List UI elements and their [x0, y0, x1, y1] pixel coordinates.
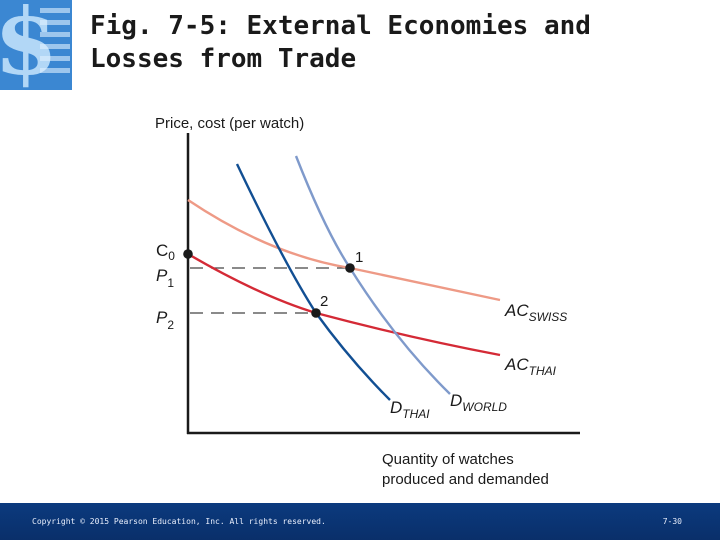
- point-2-label: 2: [320, 293, 328, 310]
- ac-swiss-curve: [187, 199, 501, 302]
- copyright-text: Copyright © 2015 Pearson Education, Inc.…: [32, 517, 326, 526]
- ac-thai-label: ACTHAI: [504, 355, 557, 378]
- title-line-2: Losses from Trade: [90, 44, 357, 74]
- d-world-curve: [294, 155, 451, 395]
- p1-label: P1: [156, 266, 174, 290]
- c0-point: [183, 249, 193, 259]
- ac-swiss-label: ACSWISS: [504, 301, 567, 324]
- point-1-label: 1: [355, 249, 363, 266]
- page-number: 7-30: [662, 517, 682, 526]
- x-axis-label-line-1: Quantity of watches: [382, 451, 514, 468]
- d-world-label: DWORLD: [450, 391, 507, 414]
- page-title: Fig. 7-5: External Economies and Losses …: [90, 10, 690, 76]
- p2-label: P2: [156, 308, 174, 332]
- d-thai-label: DTHAI: [390, 398, 430, 421]
- c0-label: C0: [156, 241, 175, 263]
- dollar-sign-logo-icon: $: [0, 0, 72, 90]
- external-economies-diagram: Price, cost (per watch) C0 P1 P2 1 2 ACS…: [155, 115, 580, 488]
- equilibrium-point-1: [345, 263, 355, 273]
- ac-thai-curve: [187, 252, 501, 357]
- title-line-1: Fig. 7-5: External Economies and: [90, 11, 591, 41]
- y-axis-label: Price, cost (per watch): [155, 115, 304, 132]
- equilibrium-point-2: [311, 308, 321, 318]
- footer-bar: Copyright © 2015 Pearson Education, Inc.…: [0, 503, 720, 540]
- x-axis-label-line-2: produced and demanded: [382, 471, 549, 488]
